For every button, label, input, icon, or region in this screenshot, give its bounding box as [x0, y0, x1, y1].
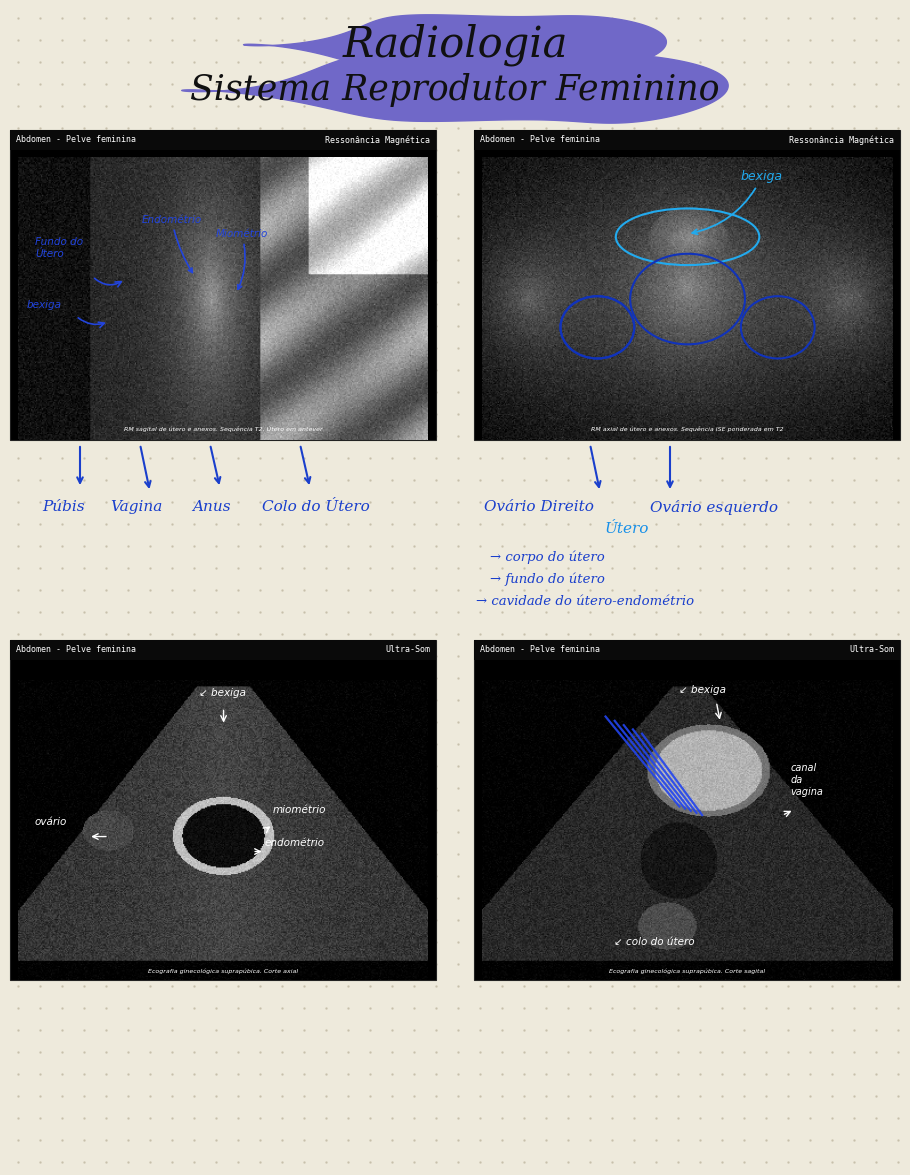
Bar — [474, 130, 900, 439]
Bar — [10, 130, 436, 150]
Text: canal
da
vagina: canal da vagina — [790, 764, 823, 797]
Text: Abdomen - Pelve feminina: Abdomen - Pelve feminina — [480, 135, 600, 145]
Text: Abdomen - Pelve feminina: Abdomen - Pelve feminina — [16, 645, 136, 654]
Bar — [10, 640, 436, 660]
Text: Miométrio: Miométrio — [216, 229, 268, 289]
Text: Abdomen - Pelve feminina: Abdomen - Pelve feminina — [480, 645, 600, 654]
Text: Ressonância Magnética: Ressonância Magnética — [325, 135, 430, 145]
Text: → cavidade do útero-endométrio: → cavidade do útero-endométrio — [476, 595, 694, 607]
Text: Colo do Útero: Colo do Útero — [262, 501, 369, 513]
Bar — [474, 640, 900, 660]
Bar — [10, 130, 436, 439]
Text: ↙ bexiga: ↙ bexiga — [680, 685, 726, 694]
Text: RM sagital de útero e anexos. Sequência T2. Útero em antever: RM sagital de útero e anexos. Sequência … — [124, 425, 322, 431]
Text: bexiga: bexiga — [693, 170, 783, 234]
Text: Abdomen - Pelve feminina: Abdomen - Pelve feminina — [16, 135, 136, 145]
Text: Fundo do
Útero: Fundo do Útero — [35, 237, 83, 258]
Text: ovário: ovário — [35, 817, 67, 826]
Text: Ultra-Som: Ultra-Som — [385, 645, 430, 654]
Text: bexiga: bexiga — [26, 300, 62, 309]
Text: Ovário Direito: Ovário Direito — [484, 501, 594, 513]
Text: ↙ bexiga: ↙ bexiga — [199, 687, 246, 698]
Text: → corpo do útero: → corpo do útero — [490, 550, 605, 564]
Polygon shape — [244, 15, 666, 75]
Polygon shape — [182, 49, 728, 123]
Text: Ultra-Som: Ultra-Som — [849, 645, 894, 654]
Text: Endométrio: Endométrio — [142, 215, 202, 273]
Bar — [474, 640, 900, 980]
Text: Ecografia ginecológica suprapúbica. Corte axial: Ecografia ginecológica suprapúbica. Cort… — [148, 968, 298, 974]
Text: ↙ colo do útero: ↙ colo do útero — [613, 936, 694, 947]
Text: Vagina: Vagina — [110, 501, 162, 513]
Bar — [474, 130, 900, 150]
Text: miométrio: miométrio — [273, 805, 327, 814]
Text: endométrio: endométrio — [265, 838, 325, 847]
Text: Útero: Útero — [605, 522, 650, 536]
Text: Ressonância Magnética: Ressonância Magnética — [789, 135, 894, 145]
Text: RM axial de útero e anexos. Sequência ISE ponderada em T2: RM axial de útero e anexos. Sequência IS… — [591, 427, 784, 431]
Text: Radiologia: Radiologia — [342, 24, 568, 66]
Text: → fundo do útero: → fundo do útero — [490, 573, 605, 586]
Bar — [10, 640, 436, 980]
Text: Ecografia ginecológica suprapúbica. Corte sagital: Ecografia ginecológica suprapúbica. Cort… — [609, 968, 765, 974]
Text: Anus: Anus — [192, 501, 230, 513]
Text: Púbis: Púbis — [42, 501, 85, 513]
Text: Sistema Reprodutor Feminino: Sistema Reprodutor Feminino — [190, 73, 720, 107]
Text: Ovário esquerdo: Ovário esquerdo — [650, 501, 778, 515]
